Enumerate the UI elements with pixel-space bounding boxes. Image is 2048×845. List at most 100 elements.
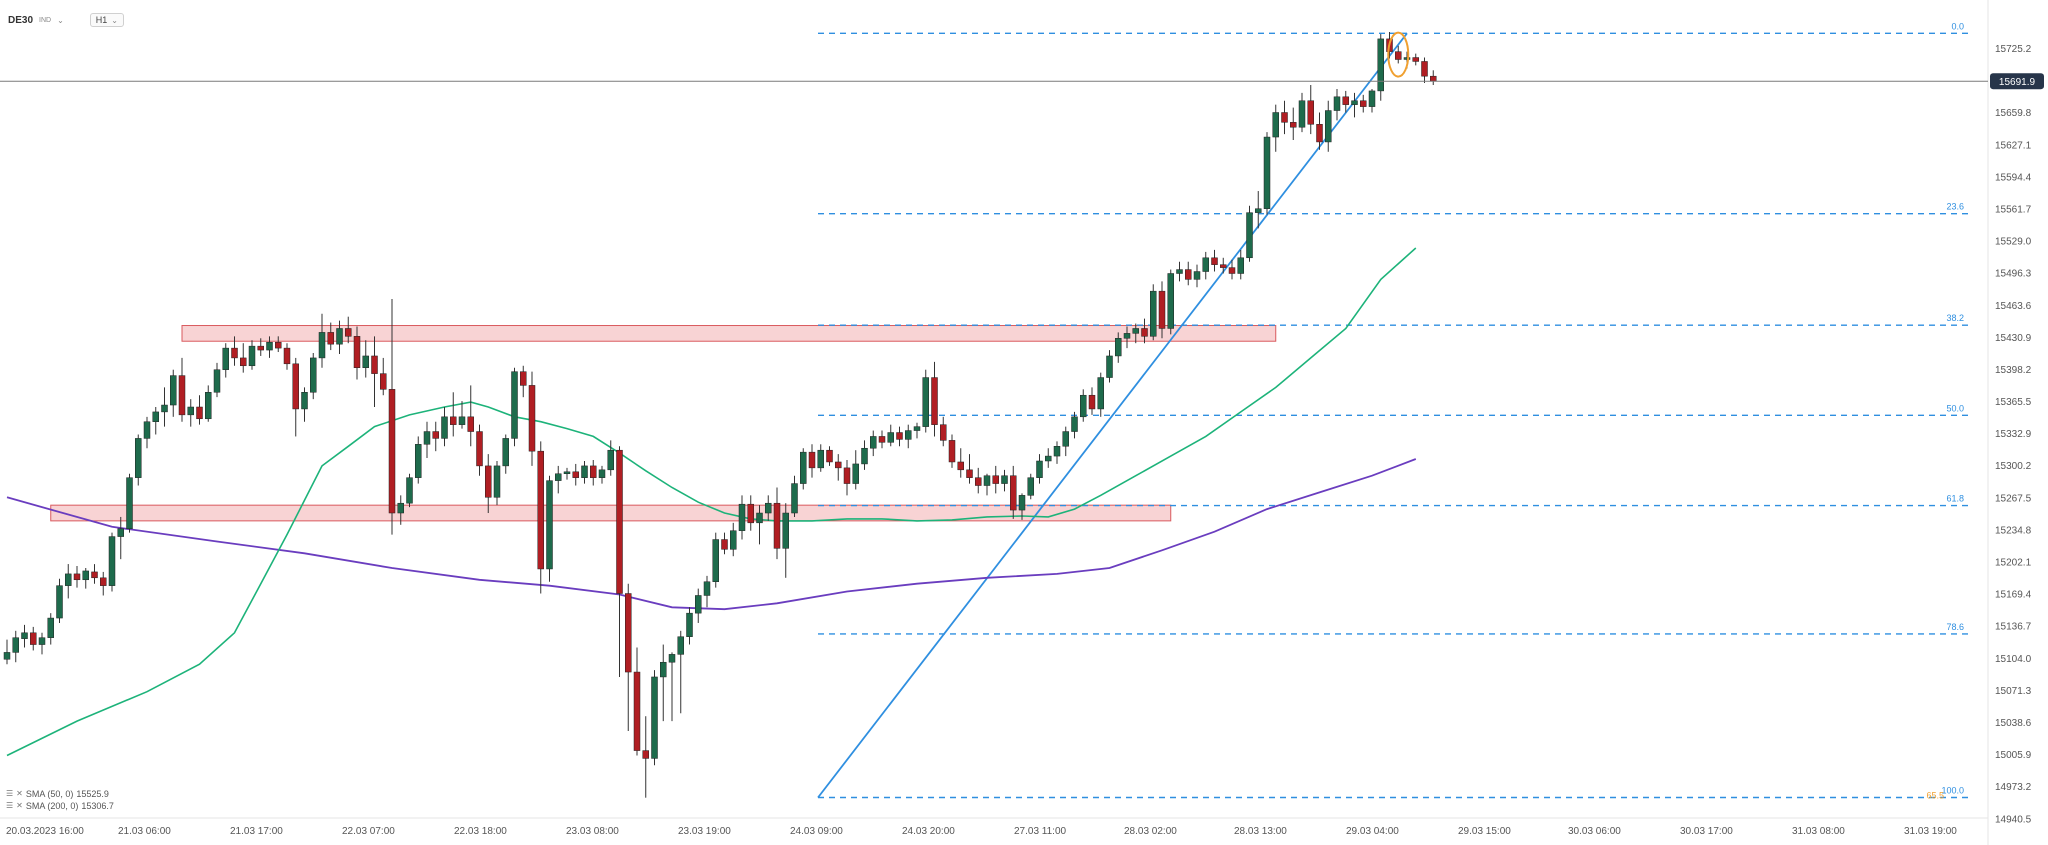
bullish-candle — [21, 632, 28, 639]
price-tick-label: 15202.1 — [1995, 558, 2032, 569]
fib-level-label: 23.6 — [1946, 202, 1964, 212]
bullish-candle — [1123, 333, 1131, 339]
indicator-remove-icon[interactable]: ✕ — [16, 789, 23, 798]
bullish-candle — [712, 539, 719, 582]
bullish-candle — [607, 449, 614, 471]
bullish-candle — [1036, 460, 1043, 478]
highlight-ellipse — [1387, 31, 1410, 78]
time-tick-label: 29.03 15:00 — [1458, 826, 1511, 837]
bearish-candle — [1228, 267, 1236, 274]
sma200-line — [6, 458, 1417, 611]
time-tick-label: 31.03 08:00 — [1792, 826, 1845, 837]
bullish-candle — [1080, 394, 1087, 418]
timeframe-selector[interactable]: H1 ⌄ — [89, 13, 124, 27]
bullish-candle — [861, 447, 868, 465]
bullish-candle — [423, 431, 431, 445]
bullish-candle — [108, 536, 116, 586]
bullish-candle — [651, 676, 658, 759]
bullish-candle — [1246, 212, 1253, 259]
bearish-candle — [292, 363, 299, 410]
indicator-remove-icon[interactable]: ✕ — [16, 801, 23, 810]
bullish-candle — [336, 328, 343, 345]
time-tick-label: 23.03 19:00 — [678, 826, 731, 837]
bullish-candle — [47, 617, 54, 638]
bearish-candle — [1185, 269, 1192, 280]
bearish-candle — [1281, 112, 1288, 123]
fib-level-label: 100.0 — [1941, 786, 1964, 796]
time-tick-label: 28.03 02:00 — [1124, 826, 1177, 837]
price-tick-label: 14973.2 — [1995, 782, 2032, 793]
price-tick-label: 15463.6 — [1995, 301, 2032, 312]
bullish-candle — [730, 530, 737, 550]
bearish-candle — [240, 357, 247, 367]
bullish-candle — [791, 483, 798, 514]
bullish-candle — [205, 392, 212, 420]
price-tick-label: 15529.0 — [1995, 237, 2032, 248]
bearish-candle — [572, 471, 579, 478]
time-tick-label: 30.03 17:00 — [1680, 826, 1733, 837]
legend-sma200[interactable]: ☰ ✕ SMA (200, 0) 15306.7 — [6, 800, 114, 812]
bearish-candle — [432, 431, 439, 439]
bullish-candle — [161, 404, 168, 413]
symbol-chevron-down-icon[interactable]: ⌄ — [57, 15, 64, 25]
price-tick-label: 15234.8 — [1995, 525, 2032, 536]
bullish-candle — [117, 528, 124, 537]
symbol-name[interactable]: DE30 — [8, 14, 34, 26]
bearish-candle — [345, 328, 352, 337]
bullish-candle — [170, 375, 177, 406]
time-tick-label: 24.03 09:00 — [790, 826, 843, 837]
bearish-candle — [1421, 61, 1428, 77]
bullish-candle — [563, 471, 571, 475]
bullish-candle — [555, 473, 562, 481]
fib-level-label: 0.0 — [1951, 21, 1964, 31]
bullish-candle — [1115, 338, 1122, 357]
bullish-candle — [922, 377, 929, 427]
bullish-candle — [222, 347, 229, 370]
bullish-candle — [870, 436, 877, 449]
bearish-candle — [73, 573, 81, 581]
bearish-candle — [1316, 124, 1323, 143]
bullish-candle — [1062, 431, 1069, 447]
bullish-candle — [1097, 377, 1104, 410]
bearish-candle — [948, 440, 956, 463]
current-price-badge — [1990, 73, 2044, 90]
time-tick-label: 28.03 13:00 — [1234, 826, 1287, 837]
legend-sma200-value: 15306.7 — [81, 801, 114, 811]
indicator-settings-icon[interactable]: ☰ — [6, 801, 14, 810]
fib-level-label: 38.2 — [1946, 313, 1964, 323]
bearish-candle — [275, 341, 282, 349]
bullish-candle — [1377, 38, 1384, 92]
legend-sma50[interactable]: ☰ ✕ SMA (50, 0) 15525.9 — [6, 788, 114, 800]
bearish-candle — [808, 451, 816, 469]
bearish-candle — [257, 345, 264, 351]
bullish-candle — [1272, 112, 1279, 138]
bullish-candle — [458, 416, 466, 425]
fib-extra-label: 65.5 — [1926, 791, 1944, 801]
bearish-candle — [467, 416, 474, 432]
bullish-candle — [738, 503, 746, 531]
time-tick-label: 24.03 20:00 — [902, 826, 955, 837]
symbol-type: IND — [39, 16, 52, 24]
price-tick-label: 15594.4 — [1995, 172, 2032, 183]
price-tick-label: 15398.2 — [1995, 365, 2032, 376]
bullish-candle — [126, 477, 133, 529]
bullish-candle — [1403, 57, 1411, 60]
time-tick-label: 20.03.2023 16:00 — [6, 826, 84, 837]
indicator-legend: ☰ ✕ SMA (50, 0) 15525.9 ☰ ✕ SMA (200, 0)… — [6, 788, 114, 812]
bearish-candle — [450, 416, 457, 425]
legend-sma50-label: SMA (50, 0) — [25, 789, 74, 799]
bullish-candle — [502, 438, 509, 467]
bullish-candle — [1368, 90, 1376, 107]
bullish-candle — [1298, 100, 1306, 128]
indicator-settings-icon[interactable]: ☰ — [6, 789, 14, 798]
price-tick-label: 15267.5 — [1995, 493, 2032, 504]
bearish-candle — [327, 332, 334, 345]
bullish-candle — [765, 502, 772, 514]
timeframe-chevron-down-icon: ⌄ — [111, 15, 118, 25]
bullish-candle — [1071, 416, 1078, 432]
price-tick-label: 15169.4 — [1995, 590, 2032, 601]
bearish-candle — [843, 467, 851, 484]
bullish-candle — [406, 477, 413, 504]
bullish-candle — [660, 661, 667, 678]
